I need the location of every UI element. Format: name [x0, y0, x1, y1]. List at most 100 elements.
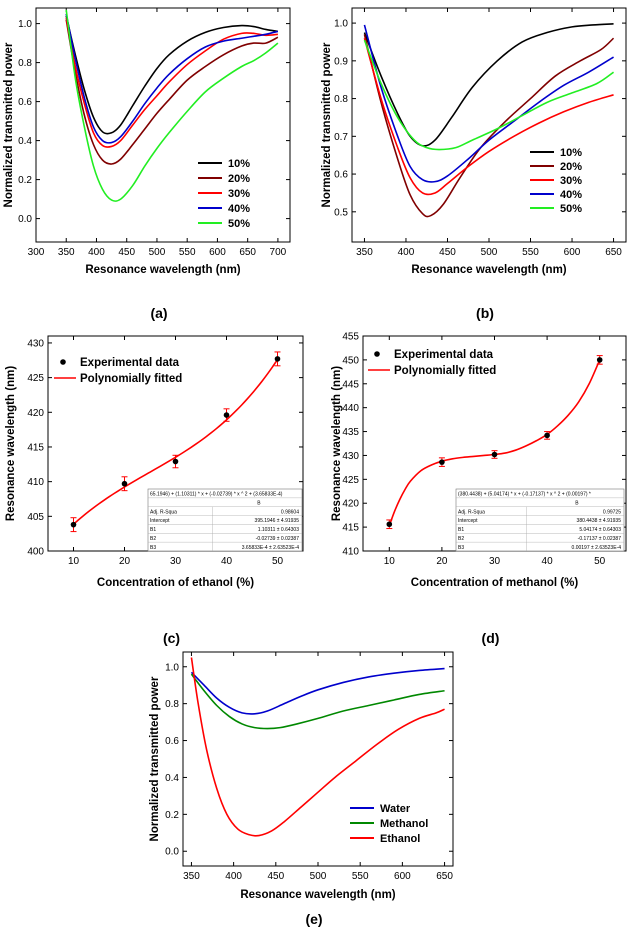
legend-label: 10%	[228, 158, 250, 170]
fit-table-header: B	[257, 501, 261, 507]
x-tick-label: 400	[398, 247, 415, 258]
x-tick-label: 550	[352, 871, 369, 882]
legend-marker	[60, 359, 66, 365]
x-tick-label: 650	[239, 247, 256, 258]
x-tick-label: 600	[564, 247, 581, 258]
y-tick-label: 405	[27, 512, 44, 523]
x-tick-label: 30	[170, 556, 182, 567]
fit-table-cell-name: B1	[458, 527, 464, 533]
y-tick-label: 1.0	[165, 662, 179, 673]
y-tick-label: 0.9	[334, 56, 348, 67]
panel-label: (b)	[476, 305, 494, 321]
fit-table-cell-name: B3	[458, 545, 464, 551]
panel-a: 300 350 400 450 500 550 600 650 700 0.0 0.2 0.4 0.6 0…	[3, 7, 291, 321]
x-tick-label: 300	[28, 247, 45, 258]
x-tick-label: 350	[356, 247, 373, 258]
data-point	[596, 357, 603, 363]
y-tick-label: 0.0	[165, 847, 179, 858]
legend-label: 50%	[560, 203, 582, 215]
data-point	[172, 458, 179, 465]
legend-label: Polynomially fitted	[80, 373, 182, 385]
fit-table-cell-name: Adj. R-Squa	[150, 509, 177, 515]
data-point	[70, 521, 77, 528]
panel-e: 350 400 450 500 550 600 650 0.0 0.2 0.4 0.6 0.8 1.0 R…	[149, 651, 454, 927]
fit-table-frame	[147, 488, 303, 552]
legend-label: 40%	[560, 189, 582, 201]
x-tick-label: 650	[436, 871, 453, 882]
series-line-30	[363, 37, 614, 196]
panel-d: 10 20 30 40 50 410 415 420 425 430 435 440 445 450 455…	[331, 332, 627, 646]
legend: 10% 20% 30% 40% 50%	[530, 147, 582, 215]
x-axis-label: Resonance wavelength (nm)	[411, 264, 566, 276]
legend-label: Water	[380, 803, 411, 815]
y-tick-label: 445	[342, 379, 359, 390]
legend-label: Ethanol	[380, 833, 420, 845]
fit-table-frame	[455, 488, 625, 552]
panel-label: (a)	[150, 305, 167, 321]
x-tick-label: 20	[119, 556, 131, 567]
fit-table: (380.4438) + (5.04174) * x + (-0.17137) …	[455, 488, 625, 552]
series-line-methanol	[190, 673, 445, 730]
fit-curve	[388, 359, 601, 526]
y-tick-label: 0.6	[334, 170, 348, 181]
fit-table-cell-value: 380.4438 ± 4.91935	[577, 518, 622, 524]
series-line-40	[65, 13, 279, 144]
fit-table-cell-value: 0.00197 ± 2.63523E-4	[572, 545, 622, 551]
y-tick-label: 425	[27, 373, 44, 384]
legend-marker	[374, 351, 380, 357]
x-tick-label: 10	[68, 556, 80, 567]
y-tick-label: 420	[342, 499, 359, 510]
fit-table-cell-value: 0.98604	[281, 509, 299, 515]
data-point	[386, 521, 393, 528]
y-tick-label: 0.8	[334, 94, 348, 105]
data-point	[223, 412, 230, 418]
x-tick-label: 40	[542, 556, 554, 567]
x-tick-label: 500	[149, 247, 166, 258]
x-tick-label: 600	[209, 247, 226, 258]
legend-label: 30%	[560, 175, 582, 187]
legend-label: 30%	[228, 188, 250, 200]
series-line-ethanol	[190, 657, 445, 837]
fit-table-cell-name: B2	[150, 536, 156, 542]
y-tick-label: 0.2	[165, 810, 179, 821]
fit-table-cell-value: 5.04174 ± 0.64303	[579, 527, 621, 533]
fit-table-cell-name: Adj. R-Squa	[458, 509, 485, 515]
y-tick-label: 0.4	[18, 136, 32, 147]
y-tick-label: 1.0	[18, 19, 32, 30]
fit-table-equation: (380.4438) + (5.04174) * x + (-0.17137) …	[458, 492, 591, 498]
legend: 10% 20% 30% 40% 50%	[198, 158, 250, 230]
legend-label: Methanol	[380, 818, 428, 830]
x-tick-label: 550	[179, 247, 196, 258]
data-point	[121, 480, 128, 487]
legend-label: 50%	[228, 218, 250, 230]
fit-table-cell-name: B1	[150, 527, 156, 533]
series-line-40	[363, 24, 614, 183]
series-line-30	[65, 17, 278, 148]
x-tick-label: 700	[270, 247, 287, 258]
y-axis-label: Normalized transmitted power	[321, 42, 333, 207]
fit-table-cell-name: Intercept	[150, 518, 170, 524]
data-point	[544, 432, 550, 439]
series-line-10	[65, 15, 279, 135]
data-point	[491, 451, 498, 458]
data-point	[439, 459, 445, 465]
x-axis-label: Resonance wavelength (nm)	[240, 889, 395, 901]
y-axis-label: Normalized transmitted power	[3, 42, 15, 207]
plot-frame	[35, 7, 291, 243]
x-tick-label: 350	[183, 871, 200, 882]
series-line-50	[65, 9, 279, 202]
x-tick-label: 10	[384, 556, 396, 567]
y-tick-label: 415	[342, 523, 359, 534]
x-tick-label: 500	[310, 871, 327, 882]
series-line-10	[363, 23, 614, 147]
y-tick-label: 440	[342, 403, 359, 414]
x-tick-label: 450	[267, 871, 284, 882]
x-tick-label: 500	[481, 247, 498, 258]
legend: Water Methanol Ethanol	[350, 803, 428, 845]
legend: Experimental data Polynomially fitted	[368, 349, 496, 377]
y-tick-label: 400	[27, 547, 44, 558]
x-tick-label: 20	[436, 556, 448, 567]
y-axis-label: Resonance wavelength (nm)	[5, 366, 17, 521]
y-tick-label: 0.2	[18, 175, 32, 186]
